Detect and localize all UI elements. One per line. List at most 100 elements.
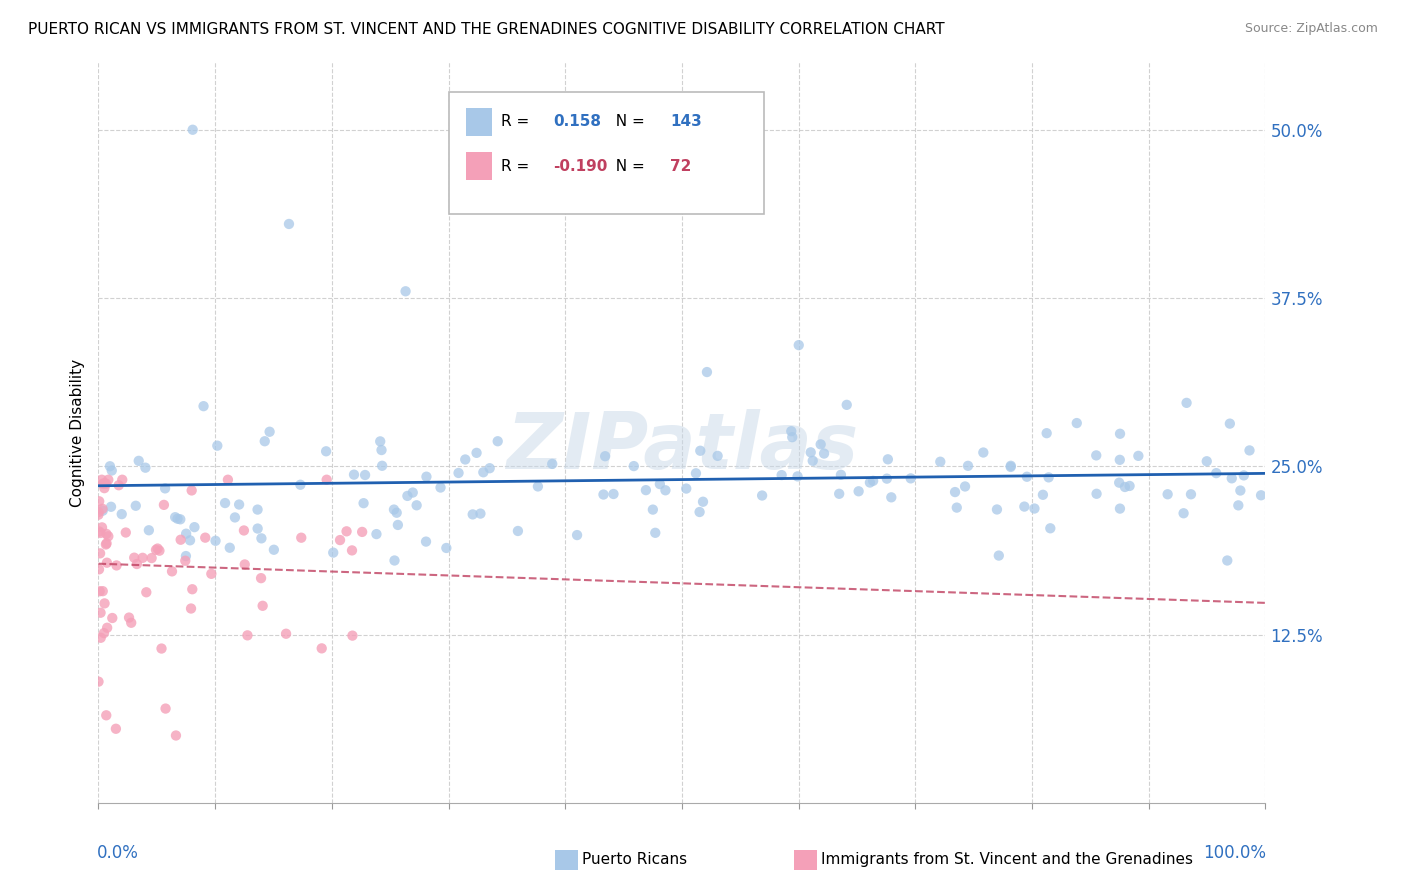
Point (160, 565, 183, 579)
Point (315, 444, 337, 458)
FancyBboxPatch shape (465, 108, 492, 136)
Point (96, 536, 118, 550)
Point (97, 529, 120, 543)
Point (1039, 521, 1062, 535)
Point (862, 474, 884, 488)
Point (315, 473, 337, 487)
Point (141, 551, 163, 566)
Point (1195, 454, 1218, 468)
Point (1173, 506, 1195, 520)
Point (250, 532, 273, 546)
Point (880, 491, 903, 505)
Point (93, 596, 115, 610)
Point (943, 485, 966, 500)
Point (181, 122, 204, 136)
FancyBboxPatch shape (449, 92, 763, 214)
Point (956, 458, 979, 473)
Point (214, 496, 236, 510)
Point (593, 449, 616, 463)
Point (1216, 553, 1239, 567)
Text: N =: N = (606, 114, 650, 129)
Point (233, 558, 256, 572)
Point (478, 461, 501, 475)
Point (101, 611, 124, 625)
Point (90, 631, 112, 645)
Point (169, 533, 191, 547)
Point (506, 524, 529, 538)
Point (1085, 449, 1108, 463)
Point (224, 510, 246, 524)
Point (876, 452, 898, 467)
Point (972, 445, 994, 459)
Point (1233, 468, 1256, 483)
Point (87, 562, 110, 576)
Point (689, 443, 711, 458)
Point (183, 520, 205, 534)
Point (402, 485, 425, 500)
Point (93, 626, 115, 640)
Point (166, 512, 188, 526)
Point (454, 452, 477, 467)
Point (1229, 483, 1251, 498)
Point (1118, 479, 1140, 493)
Point (486, 434, 509, 449)
Text: PUERTO RICAN VS IMMIGRANTS FROM ST. VINCENT AND THE GRENADINES COGNITIVE DISABIL: PUERTO RICAN VS IMMIGRANTS FROM ST. VINC… (28, 22, 945, 37)
Point (859, 475, 882, 490)
Point (1066, 416, 1088, 430)
Point (900, 471, 922, 485)
Point (120, 615, 142, 630)
Point (366, 527, 388, 541)
Point (104, 722, 127, 736)
Point (252, 599, 274, 613)
Point (828, 487, 851, 501)
Text: 0.158: 0.158 (554, 114, 602, 129)
Point (415, 534, 437, 549)
Point (1109, 426, 1132, 441)
Text: 72: 72 (671, 159, 692, 174)
Point (89, 546, 111, 560)
Point (96, 527, 118, 541)
Text: -0.190: -0.190 (554, 159, 607, 174)
Point (654, 483, 676, 498)
Point (148, 543, 170, 558)
Point (290, 477, 312, 491)
Point (97, 473, 120, 487)
Point (1220, 471, 1243, 485)
Point (125, 499, 148, 513)
Point (90, 473, 112, 487)
Point (1038, 470, 1060, 484)
Point (1015, 469, 1038, 483)
Point (204, 533, 226, 548)
Point (1250, 488, 1272, 502)
Point (396, 489, 419, 503)
Point (1032, 488, 1054, 502)
Point (342, 629, 364, 643)
Point (986, 502, 1008, 516)
Point (1114, 480, 1136, 494)
Point (91, 503, 114, 517)
Point (98, 459, 121, 474)
Point (236, 628, 259, 642)
Point (93, 481, 115, 495)
Point (634, 483, 657, 497)
Point (675, 482, 697, 496)
Point (131, 550, 153, 565)
Point (290, 531, 312, 545)
Point (830, 467, 852, 482)
Point (87, 674, 110, 689)
Point (89, 524, 111, 539)
Point (810, 437, 832, 451)
Point (780, 424, 803, 438)
Point (89, 584, 111, 599)
Point (107, 478, 129, 492)
Point (179, 533, 201, 548)
Point (200, 566, 222, 581)
Point (89, 525, 111, 540)
Point (461, 508, 484, 522)
Point (623, 459, 645, 474)
Point (1035, 426, 1057, 441)
Point (1128, 449, 1150, 463)
Point (780, 430, 803, 444)
Point (96, 556, 118, 570)
Point (371, 458, 394, 473)
